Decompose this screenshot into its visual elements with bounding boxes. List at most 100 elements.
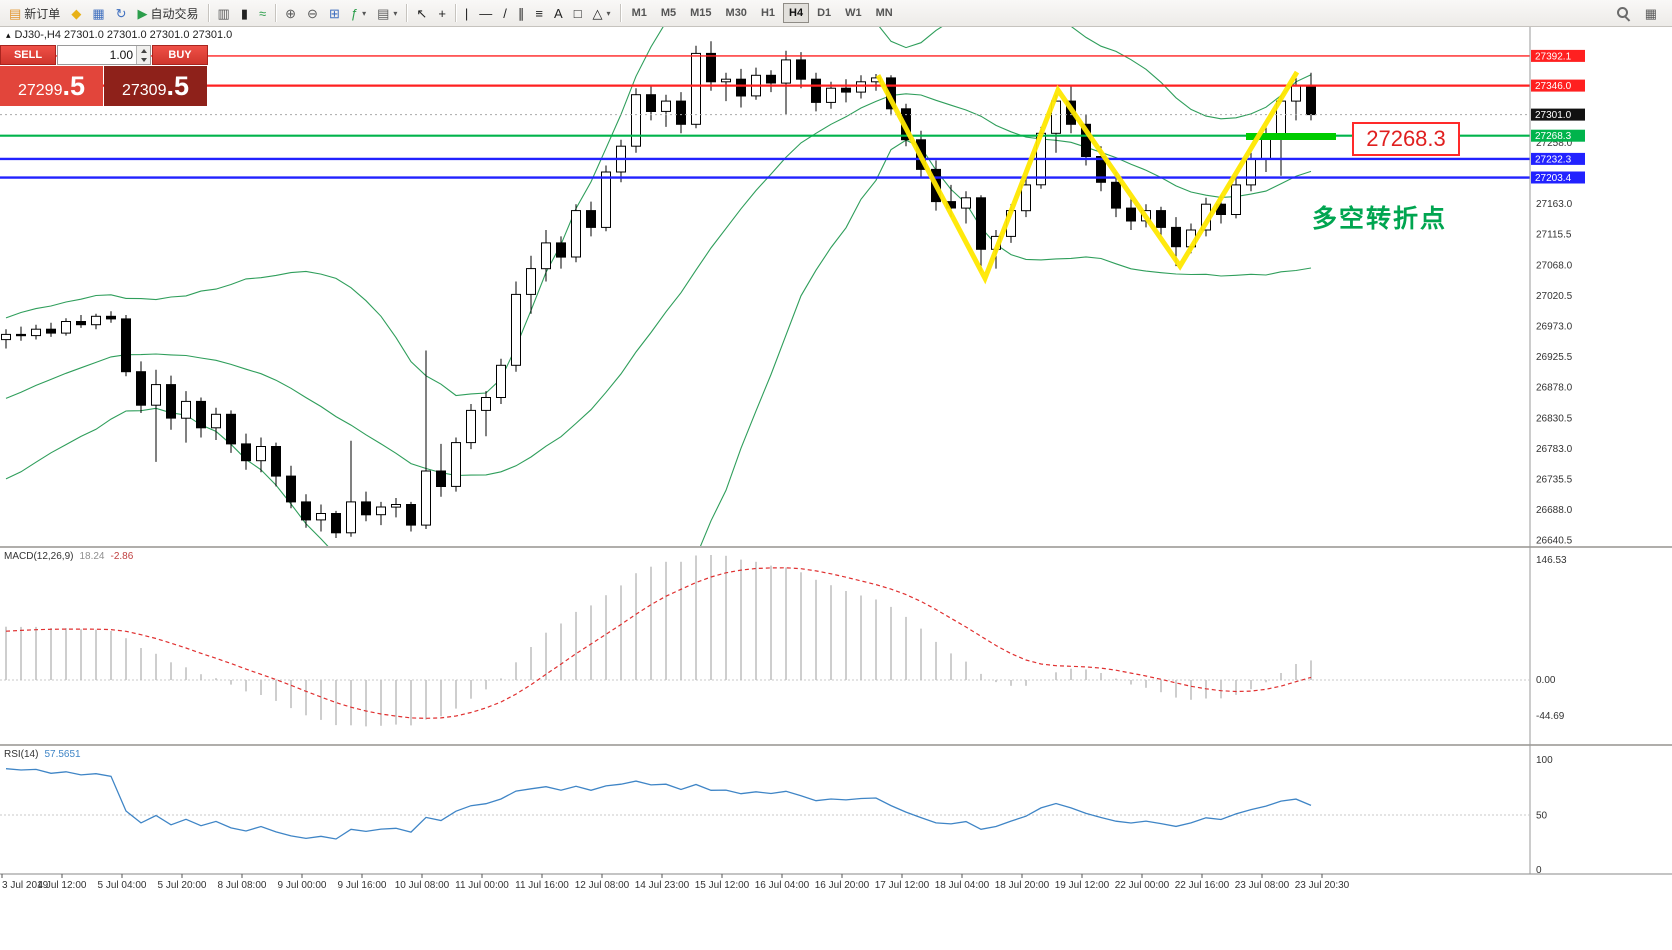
price-tag — [1531, 108, 1585, 121]
zoom-in-button[interactable]: ⊕ — [280, 2, 301, 24]
zoom-out-button[interactable]: ⊖ — [302, 2, 323, 24]
svg-text:27346.0: 27346.0 — [1535, 81, 1572, 92]
mql5-icon: ◆ — [71, 5, 82, 21]
bar-chart-icon: ▥ — [217, 5, 230, 21]
buy-price-box[interactable]: 27309.5 — [104, 66, 207, 106]
fibonacci-icon: ≡ — [535, 5, 544, 21]
sell-price-box[interactable]: 27299.5 — [0, 66, 103, 106]
price-tick-label: 27068.0 — [1536, 260, 1573, 271]
volume-stepper[interactable]: 1.00 — [57, 45, 151, 65]
timeframe-m5-button[interactable]: M5 — [655, 3, 682, 23]
timeframe-m30-button[interactable]: M30 — [720, 3, 753, 23]
channel-tool-button[interactable]: ∥ — [513, 2, 530, 24]
panel-separator — [0, 546, 1672, 548]
line-chart-mode-button[interactable]: ≈ — [254, 2, 271, 24]
sell-button[interactable]: SELL — [0, 45, 56, 65]
svg-text:-44.69: -44.69 — [1536, 711, 1565, 722]
chart-area[interactable]: 27258.0 27163.0 27115.5 27068.0 27020.5 26973… — [0, 27, 1672, 950]
search-icon — [1615, 5, 1631, 21]
price-tick-label: 26830.5 — [1536, 413, 1573, 424]
main-toolbar: ▤ 新订单 ◆ ▦ ↻ ▶ 自动交易 ▥ ▮ ≈ ⊕ ⊖ ⊞ ƒ ▾ ▤ ▾ ↖… — [0, 0, 1672, 27]
mql5-button[interactable]: ◆ — [66, 2, 86, 24]
price-tick-label: 27020.5 — [1536, 291, 1573, 302]
new-order-icon: ▤ — [9, 5, 22, 21]
time-tick-label: 17 Jul 12:00 — [875, 880, 930, 891]
data-window-button[interactable]: ▦ — [1640, 2, 1662, 24]
rsi-label: RSI(14) 57.5651 — [4, 749, 81, 760]
tile-windows-button[interactable]: ⊞ — [324, 2, 345, 24]
price-tag — [1531, 49, 1585, 62]
candlestick-icon: ▮ — [240, 5, 248, 21]
toolbar-separator — [454, 4, 456, 22]
charts-window-button[interactable]: ▦ — [87, 2, 109, 24]
toolbar-separator — [275, 4, 277, 22]
price-axis-ticks: 27258.0 27163.0 27115.5 27068.0 27020.5 26973… — [1536, 138, 1573, 547]
time-tick-label: 19 Jul 12:00 — [1055, 880, 1110, 891]
horizontal-line-icon: — — [479, 5, 493, 21]
svg-text:27392.1: 27392.1 — [1535, 51, 1572, 62]
price-flag-annotation: 27268.3 — [1352, 122, 1460, 156]
bollinger-bands — [5, 27, 1312, 546]
price-tick-label: 26783.0 — [1536, 444, 1573, 455]
timeframe-mn-button[interactable]: MN — [870, 3, 899, 23]
volume-up-button[interactable] — [137, 46, 150, 55]
indicators-button[interactable]: ƒ ▾ — [346, 2, 371, 24]
buy-price-frac: .5 — [166, 71, 190, 101]
macd-panel: 146.53 0.00 -44.69 — [0, 555, 1567, 727]
cursor-tool-button[interactable]: ↖ — [411, 2, 432, 24]
time-tick-label: 9 Jul 00:00 — [278, 880, 327, 891]
price-tick-label: 27163.0 — [1536, 199, 1573, 210]
chart-title-text: DJ30-,H4 27301.0 27301.0 27301.0 27301.0 — [14, 29, 233, 41]
horizontal-line-tool-button[interactable]: — — [474, 2, 497, 24]
shapes-tool-button[interactable]: △ ▾ — [588, 2, 616, 24]
bar-chart-mode-button[interactable]: ▥ — [213, 2, 235, 24]
search-button[interactable] — [1610, 2, 1636, 24]
time-tick-label: 14 Jul 23:00 — [635, 880, 690, 891]
crosshair-tool-button[interactable]: + — [433, 2, 451, 24]
buy-price-main: 27309 — [121, 82, 167, 99]
volume-spin-buttons[interactable] — [136, 46, 150, 64]
vertical-line-tool-button[interactable]: | — [460, 2, 473, 24]
time-tick-label: 4 Jul 12:00 — [38, 880, 87, 891]
main-chart — [0, 27, 1530, 546]
time-tick-label: 12 Jul 08:00 — [575, 880, 630, 891]
svg-text:27203.4: 27203.4 — [1535, 173, 1572, 184]
chart-canvas[interactable]: 27258.0 27163.0 27115.5 27068.0 27020.5 26973… — [0, 27, 1672, 899]
timeframe-m1-button[interactable]: M1 — [626, 3, 653, 23]
autotrade-button[interactable]: ▶ 自动交易 — [133, 2, 204, 24]
volume-value[interactable]: 1.00 — [109, 48, 133, 62]
rsi-line — [5, 768, 1312, 840]
volume-down-button[interactable] — [137, 55, 150, 64]
timeframe-d1-button[interactable]: D1 — [811, 3, 837, 23]
trendline-tool-button[interactable]: / — [498, 2, 512, 24]
chart-title-icon: ▴ — [6, 29, 11, 40]
fibonacci-tool-button[interactable]: ≡ — [530, 2, 548, 24]
zoom-in-icon: ⊕ — [285, 5, 297, 21]
candlestick-mode-button[interactable]: ▮ — [236, 2, 253, 24]
svg-text:27268.3: 27268.3 — [1535, 131, 1572, 142]
svg-text:27301.0: 27301.0 — [1535, 110, 1572, 121]
timeframe-h4-button[interactable]: H4 — [783, 3, 810, 23]
text-tool-button[interactable]: A — [549, 2, 568, 24]
price-tag — [1531, 129, 1585, 142]
time-tick-label: 5 Jul 20:00 — [158, 880, 207, 891]
refresh-button[interactable]: ↻ — [111, 2, 132, 24]
new-order-label: 新订单 — [24, 6, 61, 21]
refresh-icon: ↻ — [115, 5, 127, 21]
zoom-out-icon: ⊖ — [307, 5, 318, 21]
new-order-button[interactable]: ▤ 新订单 — [4, 2, 65, 24]
timeframe-h1-button[interactable]: H1 — [755, 3, 781, 23]
template-button[interactable]: ▤ ▾ — [372, 2, 402, 24]
timeframe-m15-button[interactable]: M15 — [684, 3, 717, 23]
price-tick-label: 27258.0 — [1536, 138, 1573, 149]
svg-text:27232.3: 27232.3 — [1535, 154, 1572, 165]
template-icon: ▤ — [377, 5, 390, 21]
vertical-line-icon: | — [464, 5, 469, 21]
time-tick-label: 3 Jul 2019 — [2, 880, 49, 891]
buy-button[interactable]: BUY — [152, 45, 208, 65]
timeframe-w1-button[interactable]: W1 — [839, 3, 868, 23]
candles — [1, 41, 1316, 538]
label-tool-button[interactable]: □ — [569, 2, 587, 24]
rsi-value: 57.5651 — [44, 749, 81, 760]
chevron-down-icon: ▾ — [606, 8, 611, 18]
